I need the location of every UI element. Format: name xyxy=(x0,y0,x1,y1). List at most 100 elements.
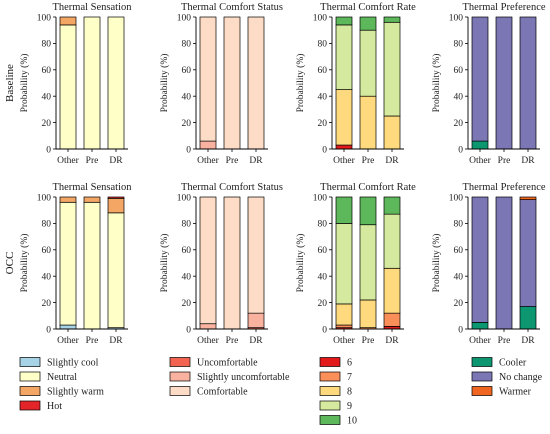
legend-group-3: 6 7 8 9 10 xyxy=(319,357,357,427)
row-label-occ: OCC xyxy=(4,252,16,275)
x-tick-label: Pre xyxy=(226,336,239,346)
y-tick-label: 60 xyxy=(182,246,192,256)
bar-segment-slightly-cool xyxy=(59,324,77,330)
legend-label: Warmer xyxy=(499,387,532,398)
bar-segment-comfortable xyxy=(247,196,265,314)
y-tick-label: 20 xyxy=(42,119,52,129)
y-tick-label: 0 xyxy=(186,325,191,335)
panel-title: Thermal Preference xyxy=(462,182,545,193)
x-tick-label: DR xyxy=(521,336,535,346)
panel-title: Thermal Sensation xyxy=(52,182,132,193)
y-tick-label: 0 xyxy=(46,145,51,155)
y-tick-label: 0 xyxy=(458,145,463,155)
bar-dr xyxy=(107,16,125,150)
bar-segment-neutral xyxy=(107,16,125,150)
y-tick-label: 0 xyxy=(322,325,327,335)
bar-segment-neutral xyxy=(107,212,125,329)
legend-label: 8 xyxy=(347,387,352,398)
y-tick-label: 80 xyxy=(318,220,328,230)
legend-swatch xyxy=(169,371,191,382)
bar-dr xyxy=(247,16,265,150)
y-axis-label: Probability (%) xyxy=(159,54,170,113)
y-axis-label: Probability (%) xyxy=(431,54,442,113)
bar-pre xyxy=(359,196,377,330)
bar-segment-slightly-uncomfortable xyxy=(247,312,265,329)
panel-baseline-thermal-comfort-status: Thermal Comfort Status Probability (%) Oth… xyxy=(159,2,283,166)
bar-segment-slightly-uncomfortable xyxy=(199,140,217,150)
row-label-baseline: Baseline xyxy=(4,64,16,102)
bar-segment-warmer xyxy=(519,196,537,200)
bar-segment-10 xyxy=(383,196,401,215)
legend-label: No change xyxy=(499,372,543,383)
panel-title: Thermal Sensation xyxy=(52,2,132,13)
y-tick-label: 60 xyxy=(182,66,192,76)
panel-baseline-thermal-preference: Thermal Preference Probability (%) Other Pr… xyxy=(431,2,546,166)
bar-dr xyxy=(383,16,401,150)
panel-title: Thermal Comfort Rate xyxy=(320,2,416,13)
panel-occ-thermal-preference: Thermal Preference Probability (%) Other Pr… xyxy=(431,182,546,346)
panel-title: Thermal Preference xyxy=(462,2,545,13)
legend-label: Comfortable xyxy=(197,387,248,398)
panel-occ-thermal-sensation: Thermal Sensation Probability (%) Other Pre… xyxy=(19,182,132,346)
bar-segment-7 xyxy=(335,324,353,329)
bar-segment-comfortable xyxy=(223,196,241,330)
bar-pre xyxy=(83,16,101,150)
legend-swatch xyxy=(471,371,493,382)
x-tick-label: Other xyxy=(469,156,491,166)
legend-swatch xyxy=(19,371,41,382)
bar-segment-9 xyxy=(359,29,377,97)
y-tick-label: 0 xyxy=(186,145,191,155)
y-tick-label: 20 xyxy=(42,299,52,309)
y-tick-label: 80 xyxy=(182,40,192,50)
x-tick-label: DR xyxy=(521,156,535,166)
bar-pre xyxy=(83,196,101,330)
bar-segment-8 xyxy=(335,89,353,146)
bar-other xyxy=(335,196,353,330)
bar-dr xyxy=(107,196,125,330)
bar-segment-9 xyxy=(335,24,353,90)
y-tick-label: 40 xyxy=(182,93,192,103)
bar-segment-comfortable xyxy=(247,16,265,150)
x-tick-label: Pre xyxy=(86,156,99,166)
legend-swatch xyxy=(319,357,341,367)
bar-other xyxy=(59,16,77,150)
bar-other xyxy=(199,196,217,330)
y-tick-label: 20 xyxy=(454,299,464,309)
legend-label: 6 xyxy=(347,358,352,369)
bar-segment-10 xyxy=(335,196,353,224)
bar-segment-no-change xyxy=(519,199,537,307)
y-axis-label: Probability (%) xyxy=(19,234,30,293)
y-tick-label: 40 xyxy=(454,273,464,283)
bar-segment-no-change xyxy=(495,196,513,330)
legend-swatch xyxy=(319,386,341,396)
bar-segment-10 xyxy=(383,16,401,23)
x-tick-label: DR xyxy=(109,336,123,346)
x-tick-label: DR xyxy=(385,336,399,346)
y-tick-label: 0 xyxy=(322,145,327,155)
legend-group-1: Slightly cool Neutral Slightly warm Hot xyxy=(19,357,104,412)
panel-title: Thermal Comfort Status xyxy=(181,2,283,13)
legend-swatch xyxy=(169,386,191,396)
bar-segment-neutral xyxy=(59,201,77,326)
legend-swatch xyxy=(319,400,341,411)
bar-segment-comfortable xyxy=(223,16,241,150)
bar-pre xyxy=(223,16,241,150)
bar-segment-9 xyxy=(335,223,353,305)
bar-segment-10 xyxy=(335,16,353,26)
y-tick-label: 60 xyxy=(454,246,464,256)
bar-segment-slightly-warm xyxy=(107,197,125,214)
y-tick-label: 20 xyxy=(454,119,464,129)
x-tick-label: Other xyxy=(57,336,79,346)
x-tick-label: DR xyxy=(249,336,263,346)
legend-swatch xyxy=(19,400,41,411)
y-tick-label: 60 xyxy=(318,246,328,256)
legend-swatch xyxy=(169,357,191,367)
y-tick-label: 40 xyxy=(454,93,464,103)
panel-title: Thermal Comfort Rate xyxy=(320,182,416,193)
legend-label: Slightly uncomfortable xyxy=(197,372,290,383)
legend-group-2: Uncomfortable Slightly uncomfortable Comfo… xyxy=(169,357,290,398)
panel-occ-thermal-comfort-status: Thermal Comfort Status Probability (%) Oth… xyxy=(159,182,283,346)
y-tick-label: 80 xyxy=(454,40,464,50)
y-tick-label: 80 xyxy=(42,40,52,50)
bar-segment-9 xyxy=(383,21,401,117)
